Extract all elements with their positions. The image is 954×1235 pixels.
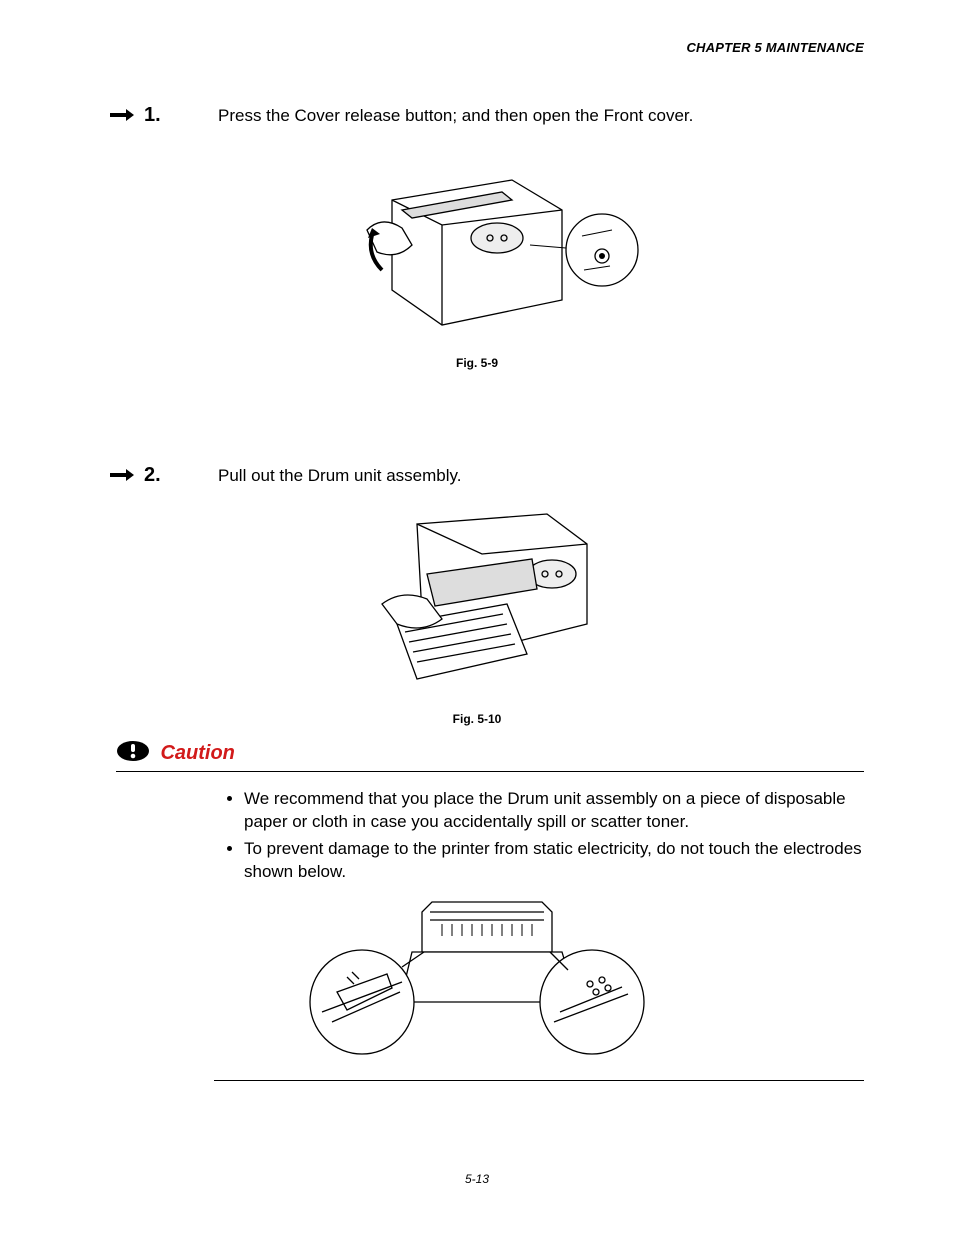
pointer-hand-icon <box>108 466 136 489</box>
pointer-hand-icon <box>108 106 136 129</box>
caution-item: We recommend that you place the Drum uni… <box>244 788 864 834</box>
figure-5-10 <box>0 504 954 699</box>
figure-caption: Fig. 5-10 <box>0 712 954 726</box>
caution-divider <box>116 771 864 772</box>
page-number: 5-13 <box>0 1172 954 1186</box>
caution-icon <box>116 740 150 767</box>
caution-label: Caution <box>160 742 234 765</box>
chapter-header: CHAPTER 5 MAINTENANCE <box>686 40 864 55</box>
step-text: Pull out the Drum unit assembly. <box>218 466 461 486</box>
caution-list: We recommend that you place the Drum uni… <box>220 788 864 888</box>
step-number: 1. <box>144 104 161 127</box>
step-number: 2. <box>144 464 161 487</box>
figure-electrodes <box>0 892 954 1062</box>
step-text: Press the Cover release button; and then… <box>218 106 693 126</box>
caution-item: To prevent damage to the printer from st… <box>244 838 864 884</box>
caution-bottom-divider <box>214 1080 864 1081</box>
caution-header: Caution <box>116 740 864 772</box>
figure-5-9 <box>0 160 954 340</box>
figure-caption: Fig. 5-9 <box>0 356 954 370</box>
